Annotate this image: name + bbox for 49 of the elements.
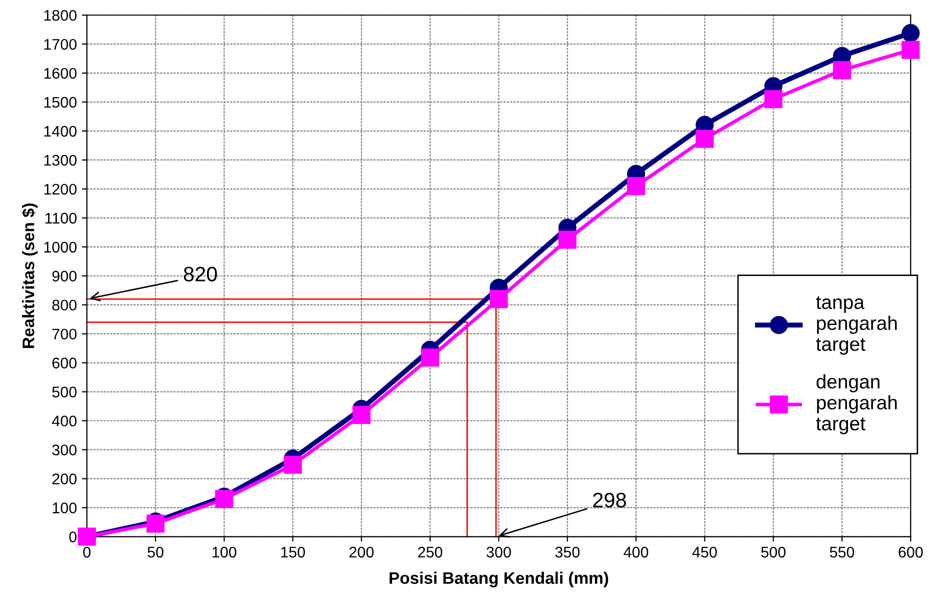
y-tick-label: 100 (52, 502, 77, 514)
y-tick-label: 1500 (44, 96, 77, 108)
legend-label: dengan pengarah target (816, 374, 897, 434)
x-tick-label: 450 (692, 546, 717, 558)
x-tick-label: 350 (555, 546, 580, 558)
x-tick-label: 500 (761, 546, 786, 558)
y-tick-label: 400 (52, 416, 77, 426)
x-tick-label: 400 (624, 546, 648, 558)
y-tick-label: 0 (69, 532, 77, 542)
legend-label: tanpa pengarah target (816, 296, 897, 355)
y-tick-label: 1400 (44, 126, 77, 137)
y-tick-label: 1700 (44, 38, 77, 50)
point (902, 40, 920, 59)
y-tick-label: 1800 (44, 10, 77, 21)
x-tick-label: 150 (281, 546, 305, 558)
y-axis-title: Reaktivitas (sen $) (22, 204, 38, 348)
point (696, 130, 714, 148)
y-tick-label: 300 (52, 444, 77, 456)
y-tick-label: 1100 (45, 212, 77, 224)
y-tick-label: 800 (52, 300, 77, 311)
x-tick-label: 200 (349, 546, 374, 558)
point (284, 456, 302, 474)
point (421, 348, 440, 367)
point (352, 406, 370, 424)
x-tick-label: 50 (148, 546, 164, 558)
y-tick-label: 1600 (44, 68, 77, 79)
y-tick-label: 500 (52, 386, 77, 398)
y-tick-label: 700 (52, 328, 77, 340)
x-tick-label: 300 (486, 546, 511, 558)
point (832, 61, 852, 80)
x-tick-label: 0 (83, 546, 91, 558)
point (627, 177, 646, 196)
x-tick-label: 100 (212, 546, 236, 558)
x-tick-label: 550 (830, 546, 854, 558)
annotation: 298 (593, 492, 626, 508)
x-axis-title: Posisi Batang Kendali (mm) (390, 572, 608, 588)
point (558, 230, 576, 249)
point (490, 290, 508, 308)
y-tick-label: 200 (52, 474, 77, 484)
y-tick-label: 600 (52, 358, 77, 368)
y-tick-label: 1000 (44, 242, 77, 253)
annotation: 820 (184, 266, 217, 282)
y-tick-label: 1200 (44, 184, 77, 195)
y-tick-label: 900 (52, 270, 77, 282)
x-tick-label: 250 (418, 546, 442, 558)
y-tick-label: 1300 (44, 154, 77, 166)
point (764, 90, 782, 108)
point (902, 24, 920, 42)
x-tick-label: 600 (898, 546, 923, 558)
